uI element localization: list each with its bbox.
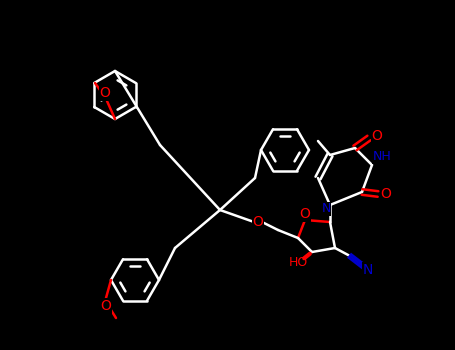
Text: O: O: [372, 129, 383, 143]
Text: NH: NH: [373, 150, 391, 163]
Text: N: N: [321, 203, 331, 216]
Text: O: O: [299, 207, 310, 221]
Text: HO: HO: [288, 256, 308, 268]
Text: O: O: [380, 187, 391, 201]
Text: O: O: [100, 86, 111, 100]
Text: O: O: [253, 215, 263, 229]
Text: N: N: [363, 263, 373, 277]
Text: O: O: [101, 299, 111, 313]
